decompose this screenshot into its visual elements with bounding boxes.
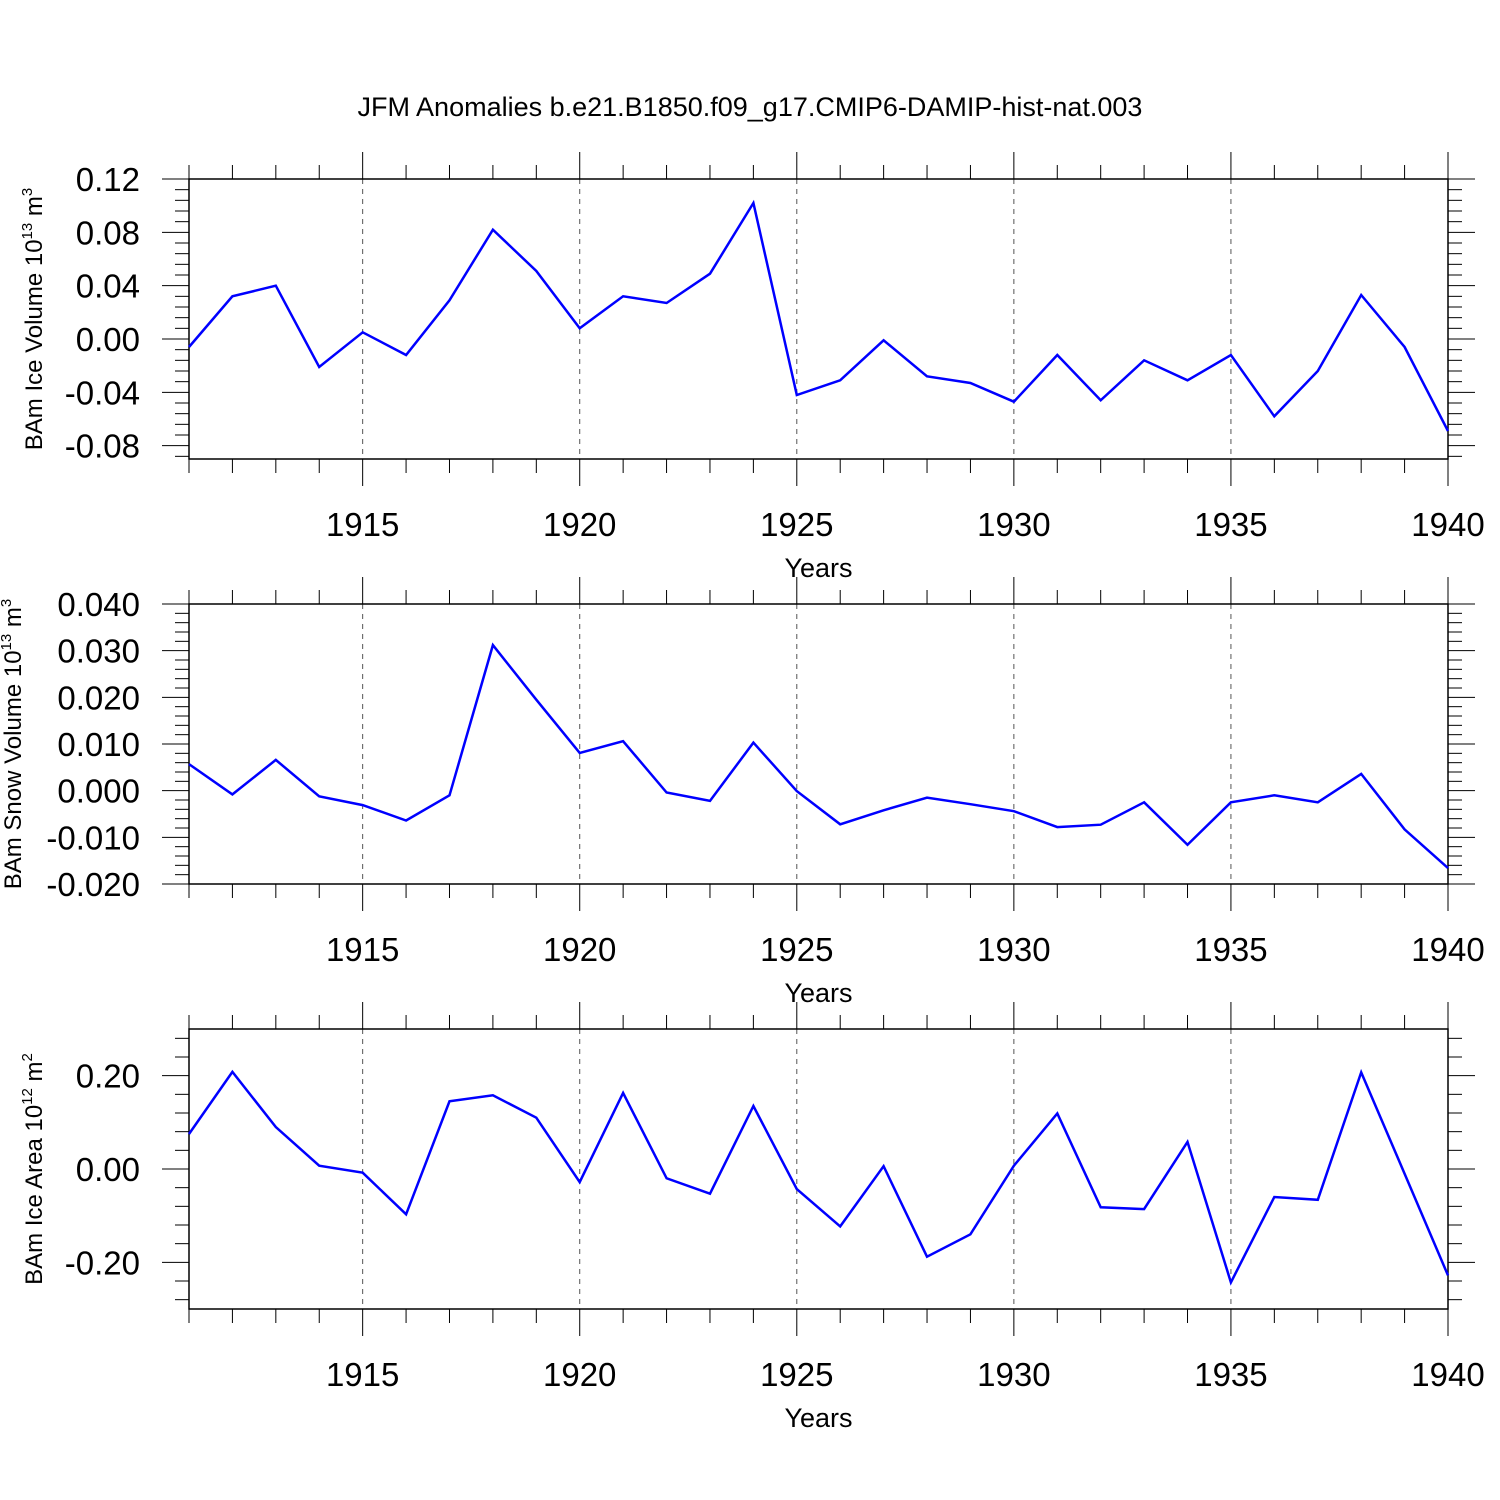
y-axis-title: BAm Snow Volume 1013 m3 bbox=[0, 599, 27, 890]
x-tick-label: 1930 bbox=[977, 1356, 1050, 1393]
plot-frame bbox=[188, 178, 1449, 460]
y-tick-label: 0.20 bbox=[76, 1058, 140, 1095]
y-axis-title: BAm Ice Area 1012 m2 bbox=[19, 1053, 48, 1285]
x-axis-title: Years bbox=[784, 553, 852, 583]
series-line bbox=[188, 199, 1450, 432]
y-tick-label: 0.00 bbox=[76, 1151, 140, 1188]
series-line bbox=[188, 642, 1449, 870]
y-tick-label: 0.00 bbox=[76, 321, 140, 358]
x-tick-label: 1930 bbox=[977, 931, 1050, 968]
x-tick-label: 1940 bbox=[1411, 506, 1484, 543]
x-tick-label: 1915 bbox=[326, 931, 399, 968]
y-tick-label: -0.020 bbox=[46, 866, 140, 903]
y-tick-label: 0.04 bbox=[76, 268, 140, 305]
x-tick-label: 1940 bbox=[1411, 931, 1484, 968]
x-tick-label: 1920 bbox=[543, 506, 616, 543]
x-tick-label: 1935 bbox=[1194, 506, 1267, 543]
x-tick-label: 1920 bbox=[543, 931, 616, 968]
y-tick-label: 0.12 bbox=[76, 161, 140, 198]
x-tick-label: 1925 bbox=[760, 931, 833, 968]
panel-2: 1915 1920 1925 1930 1935 1940 Years -0.020 -0.01… bbox=[0, 577, 1485, 1008]
panel-3: 1915 1920 1925 1930 1935 1940 Years -0.20 0.00 0.… bbox=[19, 1002, 1485, 1433]
x-tick-label: 1930 bbox=[977, 506, 1050, 543]
x-tick-label: 1935 bbox=[1194, 931, 1267, 968]
x-tick-label: 1940 bbox=[1411, 1356, 1484, 1393]
series-line bbox=[187, 1068, 1450, 1286]
y-tick-label: -0.010 bbox=[46, 819, 140, 856]
figure-title: JFM Anomalies b.e21.B1850.f09_g17.CMIP6-… bbox=[358, 92, 1143, 122]
chart-panels: 1915 1920 1925 1930 1935 1940 Years -0.08 -0.04 0… bbox=[0, 152, 1485, 1433]
y-tick-label: 0.020 bbox=[57, 679, 140, 716]
x-axis-title: Years bbox=[784, 978, 852, 1008]
y-tick-label: 0.010 bbox=[57, 726, 140, 763]
y-tick-label: -0.08 bbox=[65, 428, 140, 465]
x-tick-label: 1935 bbox=[1194, 1356, 1267, 1393]
x-tick-label: 1920 bbox=[543, 1356, 616, 1393]
y-tick-label: 0.040 bbox=[57, 586, 140, 623]
y-tick-label: 0.000 bbox=[57, 773, 140, 810]
y-tick-label: 0.08 bbox=[76, 214, 140, 251]
x-tick-label: 1925 bbox=[760, 506, 833, 543]
y-axis-title: BAm Ice Volume 1013 m3 bbox=[19, 188, 48, 450]
x-tick-label: 1925 bbox=[760, 1356, 833, 1393]
x-axis-title: Years bbox=[784, 1403, 852, 1433]
y-tick-label: -0.20 bbox=[65, 1244, 140, 1281]
y-tick-label: 0.030 bbox=[57, 633, 140, 670]
x-tick-label: 1915 bbox=[326, 1356, 399, 1393]
plot-frame bbox=[188, 1028, 1449, 1310]
y-tick-label: -0.04 bbox=[65, 374, 140, 411]
plot-frame bbox=[188, 603, 1449, 885]
x-tick-label: 1915 bbox=[326, 506, 399, 543]
panel-1: 1915 1920 1925 1930 1935 1940 Years -0.08 -0.04 0… bbox=[19, 152, 1485, 583]
